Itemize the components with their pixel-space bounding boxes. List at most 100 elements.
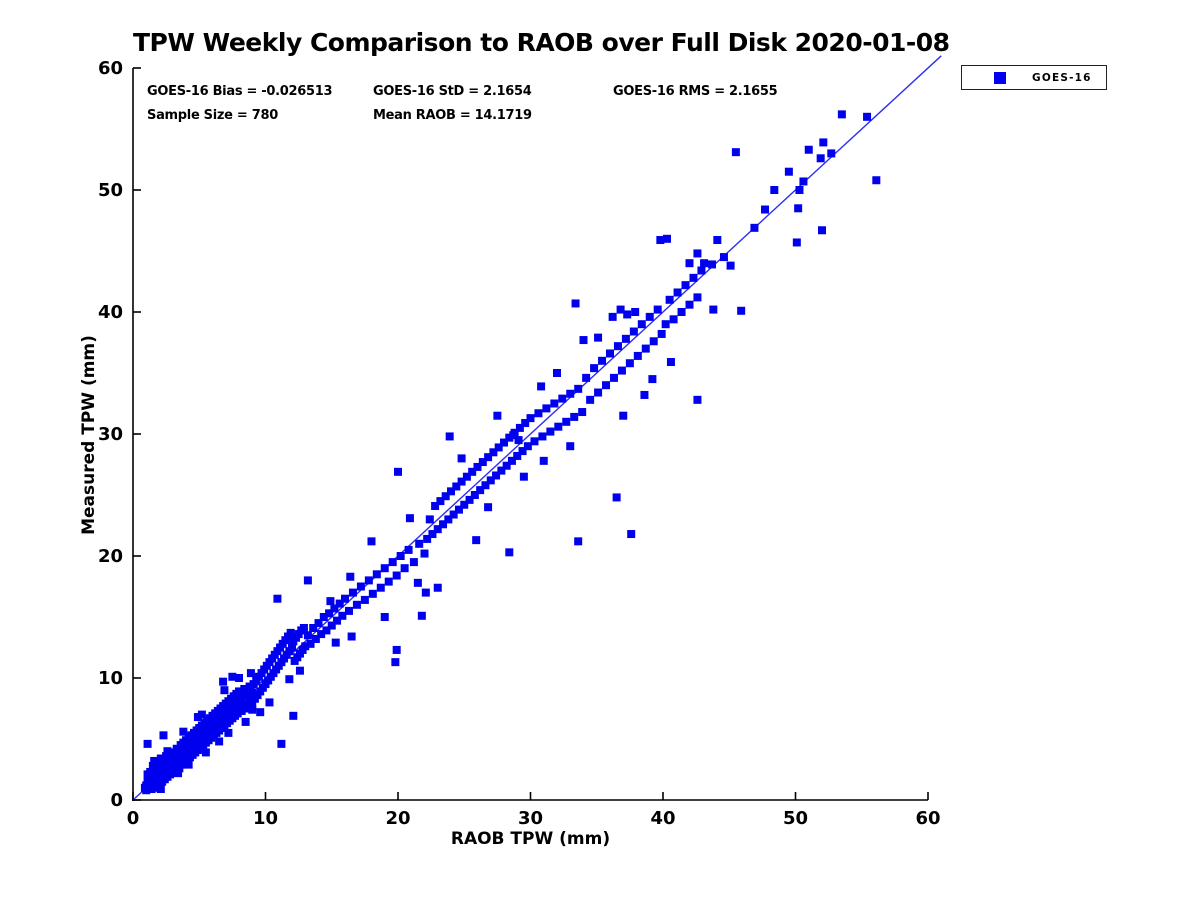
data-point [156,785,165,794]
x-tick-label: 10 [253,808,278,829]
data-point [311,634,320,643]
data-point [530,437,539,446]
data-point [441,492,450,501]
data-point [586,395,595,404]
data-point [625,359,634,368]
data-point [360,595,369,604]
chart-title: TPW Weekly Comparison to RAOB over Full … [133,28,950,57]
data-point [571,299,580,308]
data-point [641,344,650,353]
data-point [431,501,440,510]
x-tick-label: 30 [518,808,543,829]
data-point [417,611,426,620]
data-point [428,530,437,539]
data-point [553,369,561,377]
legend-box: GOES-16 [961,65,1107,90]
data-point [837,110,846,119]
data-point [609,373,618,382]
data-point [348,588,357,597]
data-point [449,510,458,519]
data-point [156,754,165,763]
data-point [179,727,188,736]
data-point [726,261,735,270]
data-point [619,411,628,420]
data-point [433,583,442,592]
data-point [400,564,409,573]
data-point [473,462,482,471]
data-point [574,537,583,546]
data-point [484,453,493,462]
data-point [621,334,630,343]
y-tick-label: 60 [98,58,123,79]
data-point [637,320,646,329]
data-point [818,226,826,235]
data-point [454,505,463,514]
data-point [486,476,495,485]
data-point [784,167,793,176]
data-point [666,358,675,367]
data-point [322,626,331,635]
data-point [489,448,498,457]
data-point [237,693,246,702]
data-point [423,534,432,543]
data-point [505,548,514,557]
data-point [617,366,626,375]
data-point [327,621,336,630]
data-point [661,320,670,329]
data-point [317,630,326,639]
data-point [457,477,466,486]
data-point [513,451,522,460]
data-point [648,375,657,384]
data-point [220,686,229,695]
data-point [306,639,315,648]
y-axis-label: Measured TPW (mm) [79,335,99,535]
data-point [502,461,511,470]
data-point [677,308,686,316]
data-point [697,266,706,275]
data-point [681,281,690,290]
data-point [685,259,694,268]
data-point [476,486,485,495]
data-point [219,677,228,686]
data-point [344,606,353,615]
data-point [590,364,599,373]
data-point [404,545,413,554]
data-point [235,674,243,682]
data-point [546,427,555,436]
data-point [338,611,347,620]
data-point [465,495,474,504]
data-point [750,223,759,232]
x-tick-label: 50 [783,808,808,829]
data-point [380,613,389,621]
data-point [388,558,397,567]
data-point [409,558,418,567]
data-point [608,312,617,321]
data-point [256,708,265,717]
data-point [578,408,587,417]
x-tick-label: 40 [650,808,675,829]
data-point [242,691,251,700]
data-point [286,628,295,637]
data-point [562,417,571,426]
legend-marker-square-icon [994,71,1006,84]
data-point [693,293,702,302]
data-point [436,497,445,506]
data-point [700,259,709,268]
y-tick-label: 50 [98,180,123,201]
data-point [174,769,183,778]
data-point [613,342,622,351]
data-point [523,442,532,451]
stat-bias: GOES-16 Bias = -0.026513 [147,84,333,99]
data-point [574,384,583,393]
data-point [539,456,548,465]
data-point [719,253,728,262]
data-point [356,582,365,591]
y-tick-label: 40 [98,302,123,323]
x-tick-label: 20 [385,808,410,829]
data-point [347,632,356,641]
data-point [309,623,318,632]
data-point [396,552,405,560]
data-point [673,288,682,297]
